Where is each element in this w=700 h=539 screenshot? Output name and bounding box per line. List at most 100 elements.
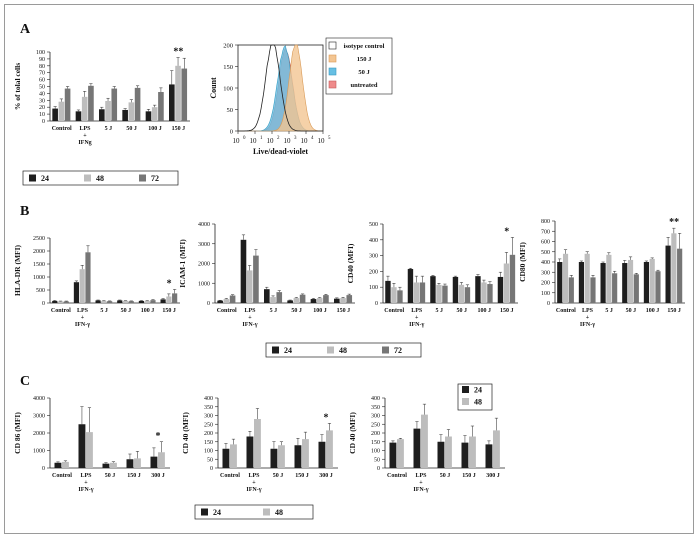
x-tick-label: LPS + IFN-γ [78, 473, 93, 493]
bar-B-CD40-72 [464, 287, 471, 303]
histogram-legend: isotype control 150 J 50 J untreated [325, 37, 393, 95]
bar-C-CD40a-48 [230, 444, 237, 468]
y-tick-label: 100 [541, 291, 550, 297]
x-tick-label: 10 [233, 137, 241, 145]
x-tick-label-line: Control [384, 308, 404, 314]
y-tick-label: 350 [371, 405, 380, 411]
bar-B-CD40-72 [419, 282, 426, 303]
y-axis-label: Count [209, 77, 218, 99]
bar-B-CD80-48 [627, 259, 634, 303]
x-tick-label: LPS + IFN-γ [75, 308, 90, 328]
y-tick-label: 1000 [198, 281, 210, 287]
legend-swatch [201, 508, 208, 516]
bar-C-CD86-24 [102, 463, 110, 468]
bar-A-bar-72 [88, 85, 94, 121]
x-tick-label-line: Control [51, 308, 71, 314]
x-tick-label-line: 300 J [319, 473, 333, 479]
x-tick-label: 5 J [100, 308, 108, 314]
bar-B-HLA-48 [122, 300, 129, 303]
x-tick-label-line: 50 J [291, 308, 302, 314]
x-tick-label-line: + [248, 315, 252, 321]
y-tick-label: 200 [371, 431, 380, 437]
x-tick-label: 10 [250, 137, 258, 145]
chart-B-CD80: 0 100 200 300 400 500 600 700 800 CD80 (MFI) Contr… [518, 217, 685, 328]
bar-C-CD40b-48 [397, 439, 404, 468]
x-tick-label-line: LPS [411, 308, 423, 314]
y-tick-label: 2000 [33, 249, 45, 255]
y-tick-label: 20 [39, 105, 45, 111]
x-tick-label-line: 50 J [626, 308, 637, 314]
x-tick-label: 10 [318, 137, 326, 145]
x-tick-label-line: Control [387, 473, 407, 479]
bar-C-CD40a-24 [270, 448, 278, 468]
y-tick-label: 80 [39, 64, 45, 70]
bar-B-CD80-48 [649, 258, 655, 303]
x-tick-exponent: 2 [277, 136, 280, 141]
x-tick-label-line: + [84, 480, 88, 486]
y-tick-label: 200 [223, 43, 233, 50]
bar-C-CD40a-24 [318, 441, 326, 468]
bar-B-CD80-24 [643, 262, 650, 303]
bar-B-CD40-48 [436, 284, 442, 303]
bar-B-HLA-24 [73, 282, 80, 303]
x-tick-label: Control [556, 308, 576, 314]
chart-C-CD40a: 0 50 100 150 200 250 300 350 400 CD 40 (MFI) Contr… [181, 396, 338, 493]
bar-B-CD80-72 [612, 273, 618, 303]
y-tick-label: 400 [371, 396, 380, 402]
y-tick-label: 1000 [33, 449, 45, 455]
x-tick-label: LPS + IFN-γ [580, 308, 595, 328]
bar-B-CD80-48 [562, 253, 569, 303]
bar-C-CD40a-24 [294, 445, 302, 468]
bar-C-CD86-48 [158, 452, 165, 468]
y-tick-label: 150 [223, 64, 233, 71]
y-tick-label: 200 [204, 431, 213, 437]
y-axis-label: CD80 (MFI) [518, 242, 527, 282]
bar-B-CD80-48 [606, 254, 612, 303]
chart-C-CD86: 0 1000 2000 3000 4000 CD 86 (MFI) Control LPS + I… [13, 396, 170, 493]
bar-B-HLA-72 [63, 301, 69, 303]
histogram-legend-box [325, 37, 393, 95]
bar-B-HLA-24 [138, 300, 145, 303]
x-tick-label: 150 J [162, 308, 176, 314]
y-tick-label: 0 [207, 301, 210, 307]
x-tick-label: 100 J [646, 308, 660, 314]
bar-B-ICAM-24 [240, 239, 247, 303]
bar-B-CD40-48 [503, 263, 510, 303]
bar-A-bar-72 [134, 87, 141, 121]
y-tick-label: 1000 [33, 275, 45, 281]
x-tick-label: 300 J [319, 473, 333, 479]
y-tick-label: 100 [371, 449, 380, 455]
bar-B-CD40-48 [481, 282, 487, 303]
bar-B-CD40-72 [509, 254, 516, 303]
bar-B-CD80-24 [557, 262, 563, 303]
x-tick-label: Control [51, 308, 71, 314]
bar-B-CD80-24 [665, 245, 671, 303]
x-tick-label-line: Control [217, 308, 237, 314]
x-tick-label-line: 150 J [500, 308, 514, 314]
bar-B-CD40-48 [413, 282, 420, 303]
x-tick-label-line: 150 J [667, 308, 681, 314]
bar-B-CD80-48 [584, 253, 590, 303]
y-tick-label: 300 [369, 254, 378, 260]
y-tick-label: 400 [541, 260, 550, 266]
bar-B-HLA-72 [107, 301, 113, 303]
x-tick-label-line: 100 J [141, 308, 155, 314]
bar-B-CD40-48 [458, 284, 465, 303]
bar-B-ICAM-48 [293, 298, 300, 303]
panel-label-b: B [20, 204, 29, 219]
x-tick-label-line: IFN-γ [246, 487, 261, 493]
x-tick-label-line: LPS [79, 126, 91, 132]
y-tick-label: 4000 [198, 222, 210, 228]
bar-C-CD86-24 [150, 456, 158, 468]
x-tick-exponent: 4 [311, 136, 314, 141]
y-tick-label: 800 [541, 219, 550, 225]
legend-swatch [84, 174, 91, 182]
bar-B-ICAM-48 [223, 299, 230, 303]
bar-A-bar-24 [169, 84, 175, 121]
legend-C-bottom: 24 48 [194, 504, 314, 520]
y-tick-label: 1500 [33, 262, 45, 268]
legend-swatch [462, 398, 469, 405]
x-tick-exponent: 0 [243, 136, 246, 141]
